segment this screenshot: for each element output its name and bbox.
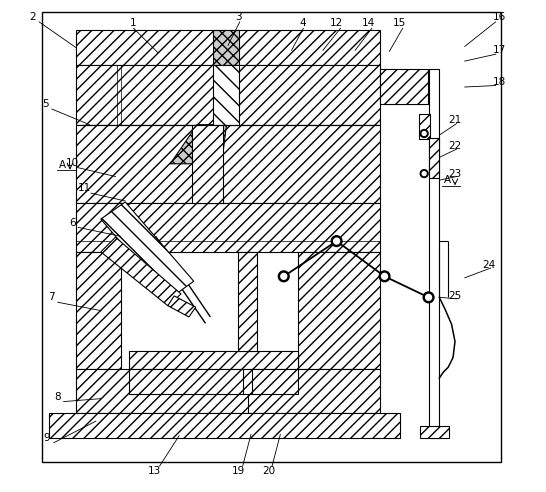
Text: 11: 11 (78, 184, 91, 193)
Text: 12: 12 (330, 18, 343, 29)
Bar (429, 69, 440, 438)
Text: 21: 21 (448, 115, 461, 125)
Bar (192, 124, 223, 203)
Text: 9: 9 (44, 433, 50, 443)
Bar (76, 30, 379, 65)
Circle shape (426, 294, 431, 300)
Circle shape (423, 292, 434, 303)
Text: 19: 19 (232, 466, 245, 476)
Polygon shape (101, 237, 181, 306)
Bar (129, 369, 299, 394)
Text: 4: 4 (299, 18, 306, 29)
Text: 16: 16 (492, 12, 506, 22)
Text: 10: 10 (66, 158, 79, 168)
Circle shape (334, 238, 340, 244)
Circle shape (420, 129, 428, 137)
Bar (419, 114, 430, 139)
Text: 1: 1 (130, 18, 137, 29)
Text: 5: 5 (42, 99, 49, 109)
Text: 3: 3 (235, 12, 242, 22)
Text: A: A (59, 160, 66, 170)
Text: 18: 18 (492, 77, 506, 87)
Text: 24: 24 (483, 260, 496, 270)
Bar (76, 124, 379, 203)
Bar (76, 369, 379, 413)
Text: 13: 13 (148, 466, 161, 476)
Bar (420, 426, 449, 438)
Circle shape (331, 236, 342, 246)
Text: 20: 20 (263, 466, 276, 476)
Bar (76, 203, 379, 252)
Circle shape (420, 170, 428, 178)
Circle shape (379, 271, 390, 282)
Bar (429, 138, 440, 179)
Circle shape (422, 131, 426, 135)
Text: 7: 7 (49, 292, 55, 303)
Text: 25: 25 (448, 291, 461, 301)
Polygon shape (168, 296, 195, 317)
Polygon shape (213, 65, 239, 124)
Circle shape (422, 172, 426, 176)
Circle shape (281, 274, 287, 279)
Text: 23: 23 (448, 169, 461, 179)
Polygon shape (101, 202, 194, 299)
Text: 22: 22 (448, 141, 461, 151)
Text: 15: 15 (393, 18, 406, 29)
Text: 14: 14 (362, 18, 375, 29)
Circle shape (382, 274, 388, 279)
Text: 17: 17 (492, 45, 506, 55)
Polygon shape (170, 124, 227, 164)
Text: 2: 2 (29, 12, 35, 22)
Bar (213, 30, 239, 65)
Bar (129, 351, 299, 369)
Bar (76, 65, 379, 124)
Bar (379, 69, 428, 104)
Bar (238, 252, 257, 351)
Bar (76, 252, 121, 369)
Circle shape (278, 271, 289, 282)
Bar (299, 252, 379, 369)
Text: 6: 6 (69, 217, 76, 227)
Text: A: A (444, 175, 452, 185)
Bar (49, 413, 400, 438)
Text: 8: 8 (55, 392, 61, 401)
